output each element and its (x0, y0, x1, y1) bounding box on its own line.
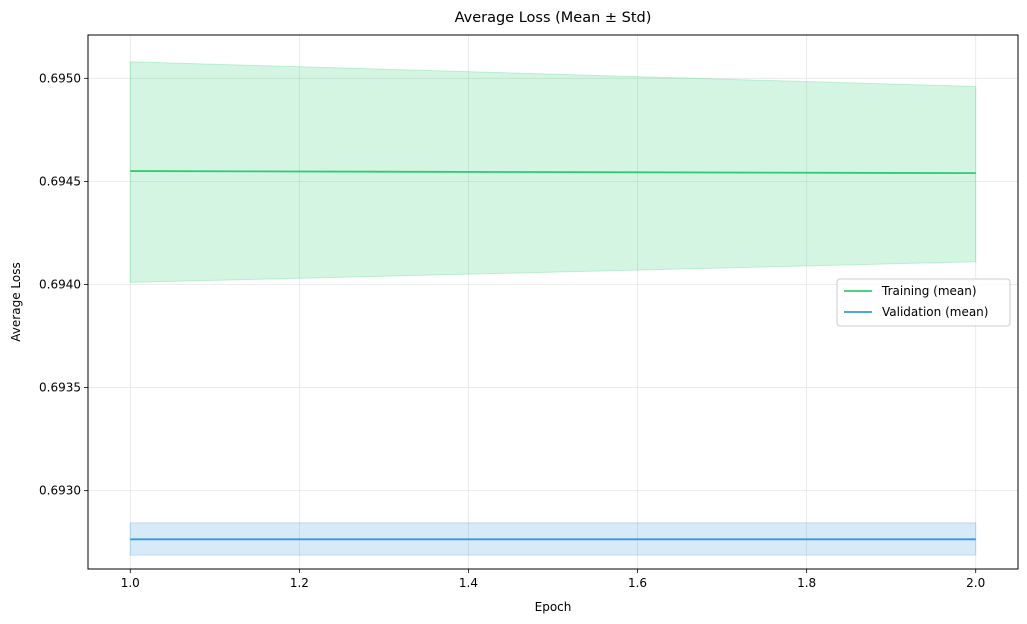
legend-label-1: Validation (mean) (882, 305, 988, 319)
mean-line-0 (130, 170, 976, 175)
legend: Training (mean) Validation (mean) (836, 278, 1011, 327)
y-tick-label: 0.6935 (39, 381, 81, 395)
x-axis-ticks: 1.0 1.2 1.4 1.6 1.8 2.0 (121, 569, 985, 590)
y-axis-ticks: 0.6930 0.6935 0.6940 0.6945 0.6950 (39, 71, 88, 498)
y-tick-label: 0.6930 (39, 484, 81, 498)
x-axis-label: Epoch (535, 600, 572, 614)
legend-label-0: Training (mean) (881, 284, 977, 298)
mean-lines (130, 170, 976, 541)
plot-frame (87, 34, 1019, 570)
y-tick-label: 0.6950 (39, 71, 81, 85)
x-tick-label: 1.4 (459, 576, 478, 590)
grid (88, 35, 1018, 569)
x-tick-label: 1.0 (121, 576, 140, 590)
x-tick-label: 2.0 (966, 576, 985, 590)
chart-title: Average Loss (Mean ± Std) (455, 10, 652, 26)
x-tick-label: 1.6 (628, 576, 647, 590)
x-tick-label: 1.8 (797, 576, 816, 590)
x-tick-label: 1.2 (290, 576, 309, 590)
y-axis-label: Average Loss (9, 262, 23, 341)
y-tick-label: 0.6940 (39, 277, 81, 291)
legend-box (836, 278, 1011, 327)
y-tick-label: 0.6945 (39, 174, 81, 188)
